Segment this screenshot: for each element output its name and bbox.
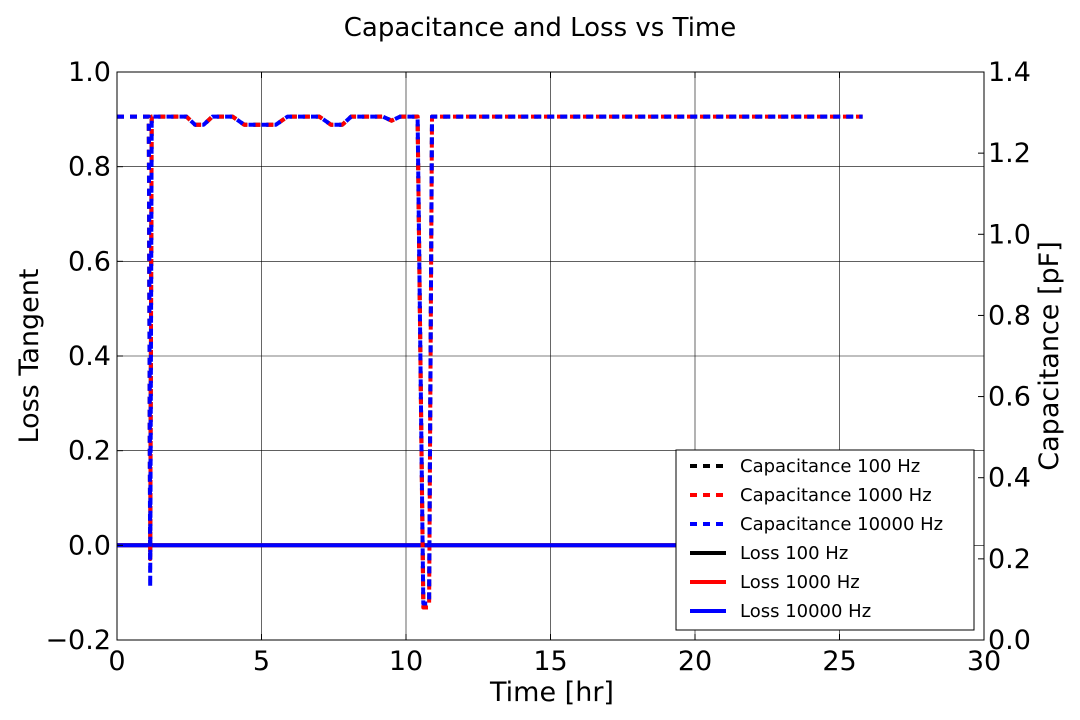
y-right-tick-label: 0.8 <box>988 300 1031 331</box>
y-right-tick-label: 1.2 <box>988 138 1031 169</box>
ticks: 0 5 10 15 20 25 30 −0.2 0.0 0.2 0.4 0.6 0.8 1.0 0.0 0.2… <box>45 57 1031 677</box>
x-tick-label: 15 <box>533 646 567 677</box>
y-right-tick-label: 0.0 <box>988 625 1031 656</box>
x-tick-label: 5 <box>253 646 270 677</box>
x-tick-label: 25 <box>822 646 856 677</box>
x-tick-label: 20 <box>678 646 712 677</box>
x-tick-label: 10 <box>389 646 423 677</box>
legend-label: Capacitance 1000 Hz <box>740 485 932 506</box>
y-axis-right-label: Capacitance [pF] <box>1034 241 1065 470</box>
y-left-tick-label: 0.6 <box>68 246 111 277</box>
legend: Capacitance 100 Hz Capacitance 1000 Hz Cap… <box>675 449 975 631</box>
y-left-tick-label: 0.4 <box>68 341 111 372</box>
chart-title: Capacitance and Loss vs Time <box>344 13 737 43</box>
legend-label: Loss 100 Hz <box>740 543 848 564</box>
x-axis-label: Time [hr] <box>489 677 614 708</box>
y-right-tick-label: 0.4 <box>988 463 1031 494</box>
y-left-tick-label: 0.2 <box>68 436 111 467</box>
legend-label: Capacitance 10000 Hz <box>740 514 943 535</box>
y-right-tick-label: 1.4 <box>988 57 1031 88</box>
x-tick-label: 0 <box>108 646 125 677</box>
y-right-tick-label: 0.2 <box>988 544 1031 575</box>
y-right-tick-label: 1.0 <box>988 219 1031 250</box>
legend-label: Capacitance 100 Hz <box>740 456 920 477</box>
y-axis-left-label: Loss Tangent <box>14 269 45 444</box>
legend-label: Loss 1000 Hz <box>740 572 860 593</box>
legend-label: Loss 10000 Hz <box>740 601 871 622</box>
series-line-capacitance-10000-hz <box>117 114 863 606</box>
y-right-tick-label: 0.6 <box>988 382 1031 413</box>
y-left-tick-label: 0.0 <box>68 530 111 561</box>
x-tick-label: 30 <box>967 646 1001 677</box>
legend-box <box>675 449 975 631</box>
y-left-tick-label: 0.8 <box>68 152 111 183</box>
y-left-tick-label: −0.2 <box>45 625 111 656</box>
y-left-tick-label: 1.0 <box>68 57 111 88</box>
